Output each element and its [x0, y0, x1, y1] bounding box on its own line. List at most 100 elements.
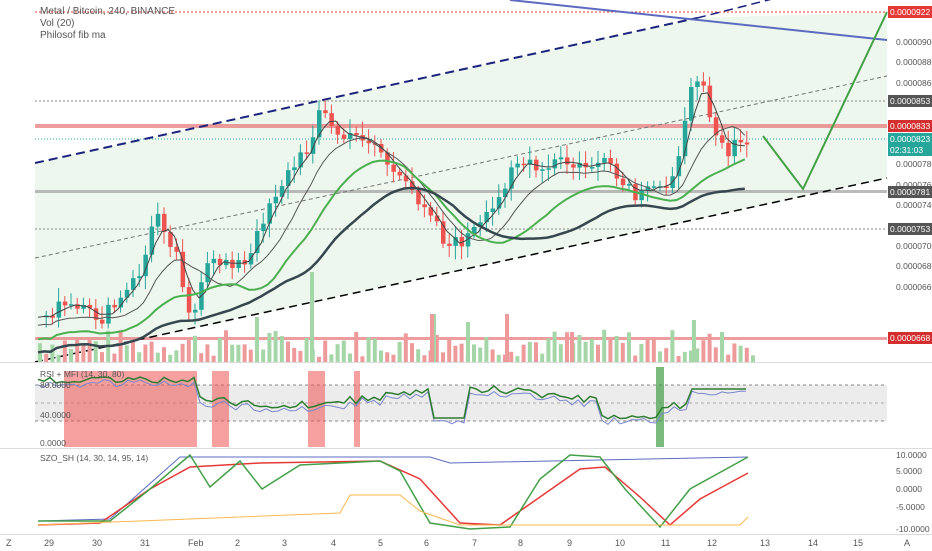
volume-bar: [298, 350, 303, 362]
volume-bar: [193, 335, 197, 362]
volume-bar: [143, 344, 148, 362]
price-tag: 0.0000833: [888, 120, 932, 132]
candle-body: [69, 304, 74, 306]
candle-body: [695, 81, 700, 88]
candle-body: [93, 308, 99, 320]
candle-body: [707, 85, 713, 118]
candle-body: [205, 263, 210, 283]
rsi-axis-label: 0.0000: [40, 438, 66, 448]
rsi-mfi-label[interactable]: RSI + MFI (14, 30, 80): [40, 369, 125, 379]
candle-body: [87, 304, 93, 309]
price-tag: 0.0000781: [888, 186, 932, 198]
volume-bar: [651, 338, 656, 362]
volume-bar: [620, 342, 625, 362]
candle-body: [682, 120, 688, 157]
volume-bar: [149, 341, 154, 362]
volume-bar: [112, 353, 117, 362]
volume-bar: [713, 347, 718, 362]
volume-bar: [453, 345, 458, 362]
candle-body: [149, 226, 155, 255]
volume-bar: [50, 344, 55, 362]
volume-bar: [726, 354, 731, 362]
candle-body: [546, 168, 551, 170]
candle-body: [434, 215, 440, 222]
candle-body: [348, 132, 353, 139]
candle-body: [410, 181, 415, 191]
time-axis-label: 30: [92, 538, 103, 548]
candle-body: [726, 142, 731, 157]
szo-chart[interactable]: [0, 449, 932, 535]
candle-body: [577, 162, 582, 168]
main-chart-pane[interactable]: Metal / Bitcoin, 240, BINANCE Vol (20) P…: [0, 0, 932, 362]
support-band: [35, 190, 887, 193]
symbol-title[interactable]: Metal / Bitcoin, 240, BINANCE: [40, 6, 176, 17]
volume-bar: [360, 356, 365, 362]
fib-ma-indicator-label[interactable]: Philosof fib ma: [40, 30, 106, 41]
volume-bar: [472, 344, 476, 362]
candle-body: [738, 139, 744, 143]
candle-body: [211, 258, 217, 264]
volume-bar: [614, 335, 619, 362]
candle-body: [292, 167, 297, 171]
volume-bar: [682, 351, 687, 362]
volume-bar: [645, 338, 650, 362]
rsi-oversold-zone: [656, 367, 664, 447]
volume-bar: [385, 352, 390, 362]
candle-body: [602, 158, 607, 163]
candle-body: [441, 221, 446, 244]
volume-bar: [236, 344, 241, 362]
candle-body: [62, 301, 68, 306]
volume-bar: [627, 332, 631, 362]
candle-body: [416, 190, 421, 205]
candle-body: [261, 223, 266, 232]
volume-bar: [62, 340, 67, 362]
candle-body: [391, 164, 396, 172]
candle-body: [304, 152, 310, 154]
candle-body: [620, 178, 626, 186]
volume-bar: [577, 334, 582, 362]
volume-bar: [186, 340, 191, 362]
volume-bar: [100, 352, 104, 362]
price-chart[interactable]: [0, 0, 932, 362]
volume-bar: [692, 320, 696, 362]
rsi-overbought-zone: [212, 371, 229, 447]
candle-body: [503, 188, 508, 198]
volume-bar: [478, 347, 483, 362]
volume-indicator-label[interactable]: Vol (20): [40, 18, 75, 29]
rsi-overbought-zone: [354, 371, 360, 447]
rsi-mfi-pane[interactable]: RSI + MFI (14, 30, 80) 80.0000 40.0000 0.0…: [0, 362, 932, 449]
time-axis-label: 15: [853, 538, 864, 548]
price-tag: 02:31:03: [888, 144, 932, 156]
volume-bar: [255, 317, 259, 362]
volume-bar: [391, 354, 396, 362]
time-axis-label: 7: [472, 538, 478, 548]
candle-body: [676, 156, 682, 177]
volume-bar: [602, 329, 607, 362]
candle-body: [521, 163, 527, 166]
candle-body: [744, 142, 750, 145]
candle-body: [193, 309, 198, 313]
volume-bar: [583, 341, 588, 362]
szo-label[interactable]: SZO_SH (14, 30, 14, 95, 14): [40, 453, 149, 463]
candle-body: [720, 135, 725, 143]
volume-bar: [546, 338, 551, 362]
candle-body: [701, 81, 706, 86]
volume-bar: [664, 348, 669, 362]
candle-body: [310, 137, 316, 154]
time-axis-auto-button[interactable]: A: [904, 538, 911, 548]
szo-pane[interactable]: SZO_SH (14, 30, 14, 95, 14) 10.0000 5.000…: [0, 448, 932, 535]
candle-body: [465, 233, 471, 247]
volume-bar: [707, 333, 712, 362]
time-axis-left-corner[interactable]: Z: [6, 538, 12, 548]
volume-bar: [565, 332, 569, 362]
volume-bar: [570, 332, 574, 362]
candle-body: [453, 236, 458, 246]
rsi-mfi-chart[interactable]: [0, 363, 932, 449]
candle-body: [279, 186, 285, 197]
volume-bar: [348, 353, 352, 362]
price-tag: 0.0000823: [888, 133, 932, 145]
volume-bar: [589, 339, 594, 362]
rsi-line: [37, 376, 746, 420]
time-axis[interactable]: Z A: [0, 534, 932, 551]
